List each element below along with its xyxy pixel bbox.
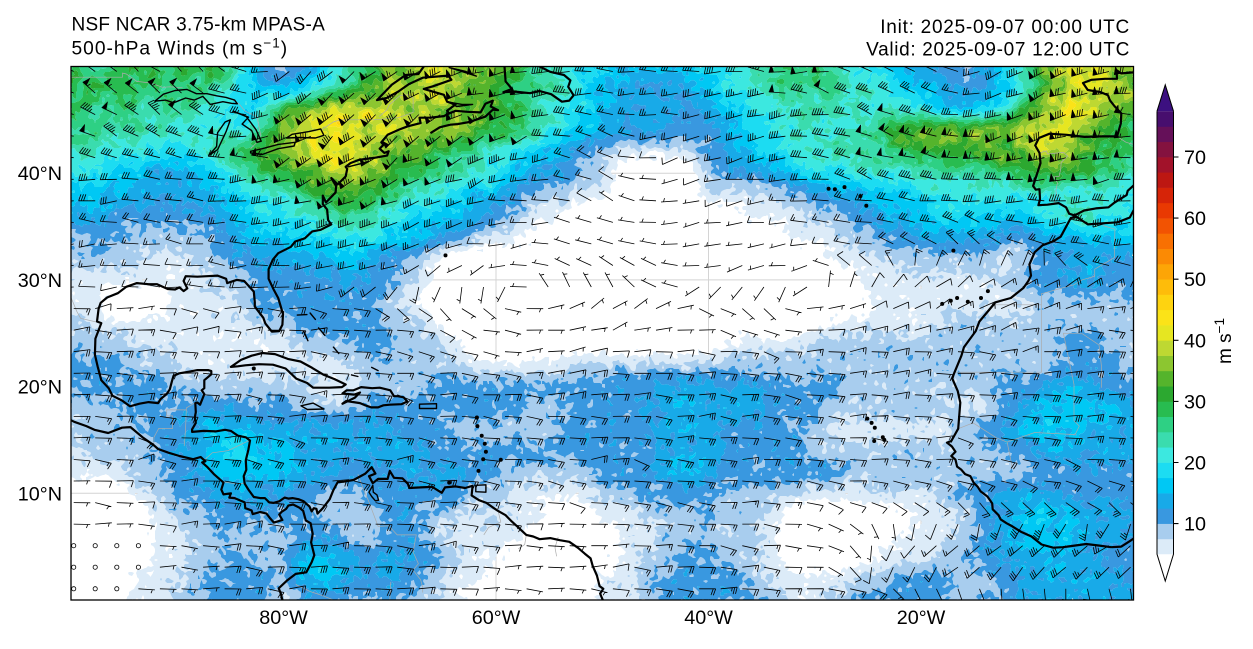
svg-text:20°W: 20°W xyxy=(897,607,946,629)
svg-text:NSF NCAR 3.75-km MPAS-A: NSF NCAR 3.75-km MPAS-A xyxy=(72,14,326,35)
svg-text:40: 40 xyxy=(1184,330,1206,352)
svg-text:500-hPa Winds (m s−1): 500-hPa Winds (m s−1) xyxy=(72,35,289,59)
svg-text:Init: 2025-09-07 00:00 UTC: Init: 2025-09-07 00:00 UTC xyxy=(880,17,1130,38)
svg-text:Valid: 2025-09-07 12:00 UTC: Valid: 2025-09-07 12:00 UTC xyxy=(866,40,1130,61)
svg-text:60°W: 60°W xyxy=(472,607,521,629)
svg-text:20°N: 20°N xyxy=(18,377,62,399)
svg-text:40°W: 40°W xyxy=(684,607,733,629)
svg-text:30: 30 xyxy=(1184,391,1206,413)
svg-text:70: 70 xyxy=(1184,147,1206,169)
svg-text:10: 10 xyxy=(1184,514,1206,536)
svg-text:80°W: 80°W xyxy=(259,607,308,629)
svg-text:20: 20 xyxy=(1184,453,1206,475)
svg-text:30°N: 30°N xyxy=(18,270,62,292)
svg-text:60: 60 xyxy=(1184,208,1206,230)
svg-text:10°N: 10°N xyxy=(18,483,62,505)
svg-text:50: 50 xyxy=(1184,269,1206,291)
svg-text:40°N: 40°N xyxy=(18,163,62,185)
